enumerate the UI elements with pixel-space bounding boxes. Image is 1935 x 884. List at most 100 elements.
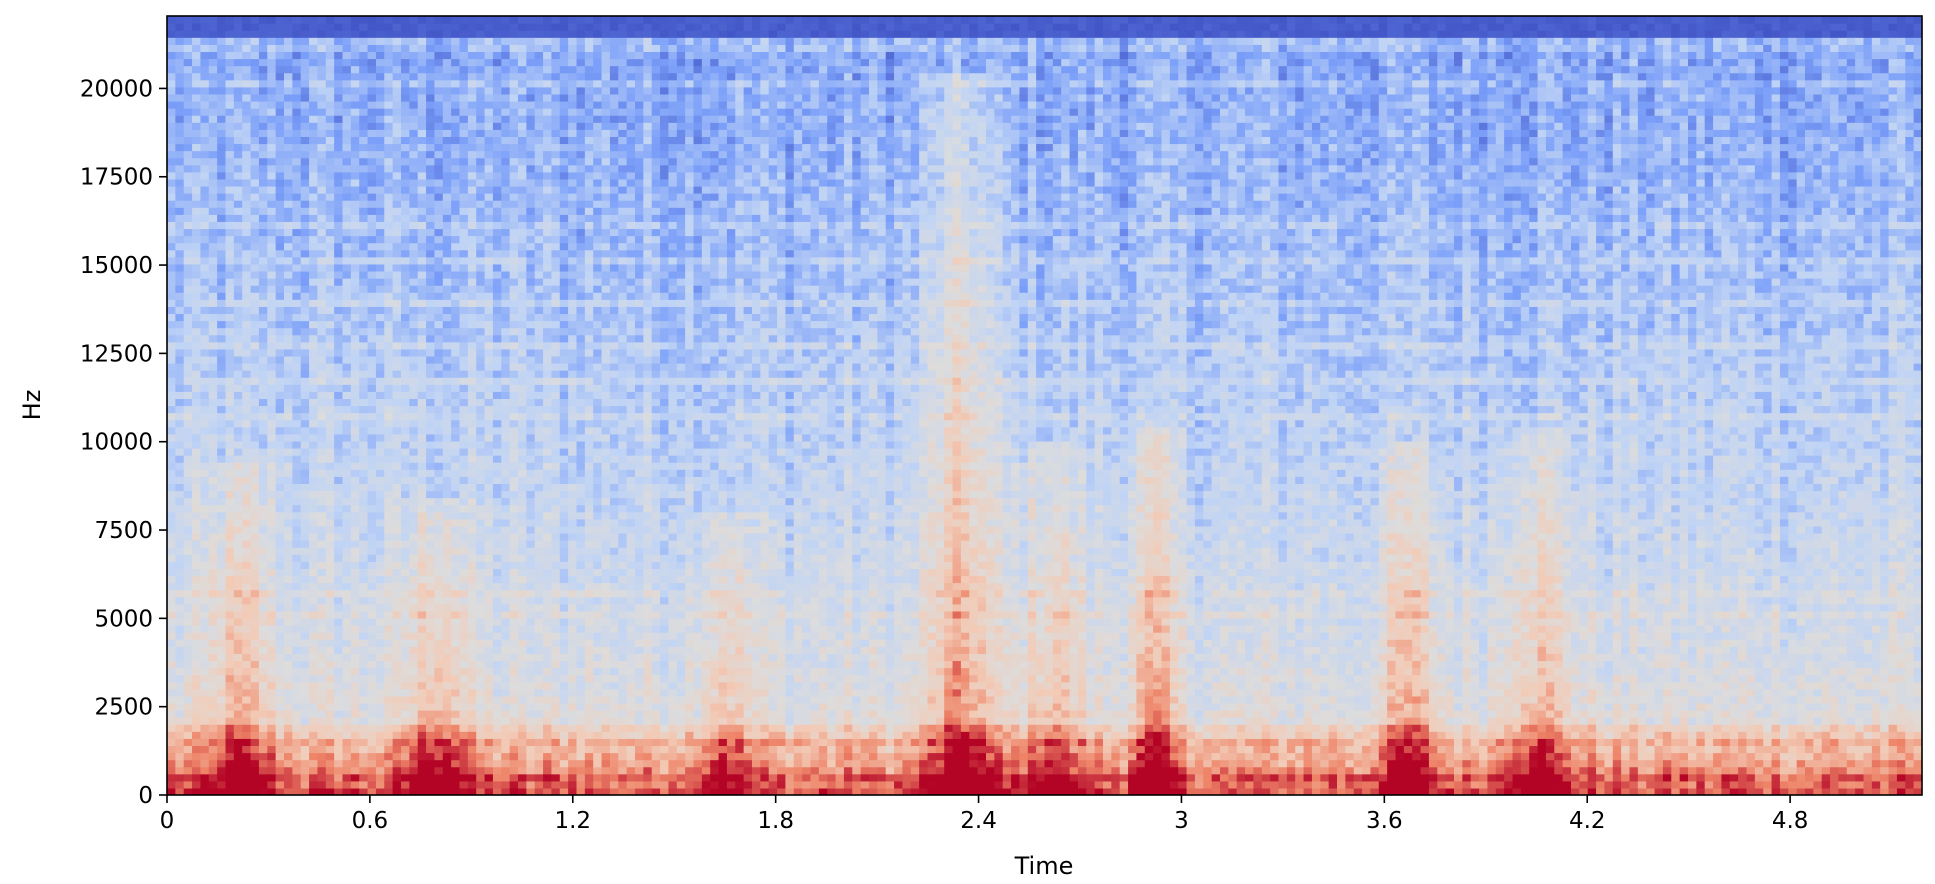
heatmap-cell [326,724,335,732]
heatmap-cell [426,328,435,336]
heatmap-cell [460,236,469,244]
heatmap-cell [217,646,226,654]
heatmap-cell [393,264,402,272]
heatmap-cell [234,80,243,88]
heatmap-cell [468,618,477,626]
heatmap-cell [426,349,435,357]
heatmap-cell [384,186,393,194]
heatmap-cell [317,512,326,520]
heatmap-cell [368,781,377,789]
heatmap-cell [259,469,268,477]
heatmap-cell [359,512,368,520]
heatmap-cell [384,243,393,251]
heatmap-cell [376,625,385,633]
heatmap-cell [251,618,260,626]
heatmap-cell [284,179,293,187]
heatmap-cell [276,554,285,562]
heatmap-cell [443,193,452,201]
heatmap-cell [359,66,368,74]
heatmap-cell [175,745,184,753]
heatmap-cell [443,760,452,768]
heatmap-cell [359,292,368,300]
heatmap-cell [401,590,410,598]
heatmap-cell [309,476,318,484]
heatmap-cell [334,533,343,541]
heatmap-cell [485,413,494,421]
heatmap-cell [192,398,201,406]
heatmap-cell [476,760,485,768]
heatmap-cell [209,108,218,116]
heatmap-cell [192,689,201,697]
heatmap-cell [485,391,494,399]
heatmap-cell [184,328,193,336]
heatmap-cell [309,760,318,768]
heatmap-cell [200,292,209,300]
heatmap-cell [443,349,452,357]
heatmap-cell [200,271,209,279]
heatmap-cell [200,143,209,151]
heatmap-cell [184,568,193,576]
heatmap-cell [434,391,443,399]
heatmap-cell [242,745,251,753]
heatmap-cell [326,781,335,789]
heatmap-cell [418,370,427,378]
heatmap-cell [518,476,527,484]
heatmap-cell [368,604,377,612]
heatmap-cell [259,30,268,38]
heatmap-cell [393,490,402,498]
heatmap-cell [217,554,226,562]
heatmap-cell [376,23,385,31]
heatmap-cell [326,151,335,159]
heatmap-cell [317,561,326,569]
heatmap-cell [476,590,485,598]
heatmap-cell [393,505,402,513]
heatmap-cell [276,696,285,704]
heatmap-cell [317,73,326,81]
heatmap-cell [301,561,310,569]
heatmap-cell [326,689,335,697]
heatmap-cell [401,80,410,88]
heatmap-cell [226,292,235,300]
heatmap-cell [292,313,301,321]
heatmap-cell [209,321,218,329]
heatmap-cell [401,441,410,449]
heatmap-cell [301,73,310,81]
heatmap-cell [451,44,460,52]
heatmap-cell [359,533,368,541]
heatmap-cell [518,639,527,647]
heatmap-cell [175,16,184,24]
heatmap-cell [276,16,285,24]
heatmap-cell [451,490,460,498]
heatmap-cell [351,760,360,768]
heatmap-cell [468,115,477,123]
heatmap-cell [485,200,494,208]
heatmap-cell [451,469,460,477]
heatmap-cell [326,172,335,180]
heatmap-cell [443,398,452,406]
heatmap-cell [468,243,477,251]
heatmap-cell [242,250,251,258]
heatmap-cell [351,122,360,130]
heatmap-cell [409,299,418,307]
heatmap-cell [309,738,318,746]
heatmap-cell [393,653,402,661]
heatmap-cell [434,165,443,173]
heatmap-cell [334,611,343,619]
heatmap-cell [526,533,535,541]
heatmap-cell [301,689,310,697]
heatmap-cell [217,660,226,668]
heatmap-cell [309,597,318,605]
heatmap-cell [384,370,393,378]
heatmap-cell [501,321,510,329]
heatmap-cell [468,526,477,534]
heatmap-cell [343,207,352,215]
heatmap-cell [167,653,176,661]
heatmap-cell [301,101,310,109]
heatmap-cell [209,561,218,569]
heatmap-cell [368,639,377,647]
heatmap-cell [393,476,402,484]
heatmap-cell [368,73,377,81]
heatmap-cell [359,653,368,661]
heatmap-cell [209,370,218,378]
heatmap-cell [401,398,410,406]
